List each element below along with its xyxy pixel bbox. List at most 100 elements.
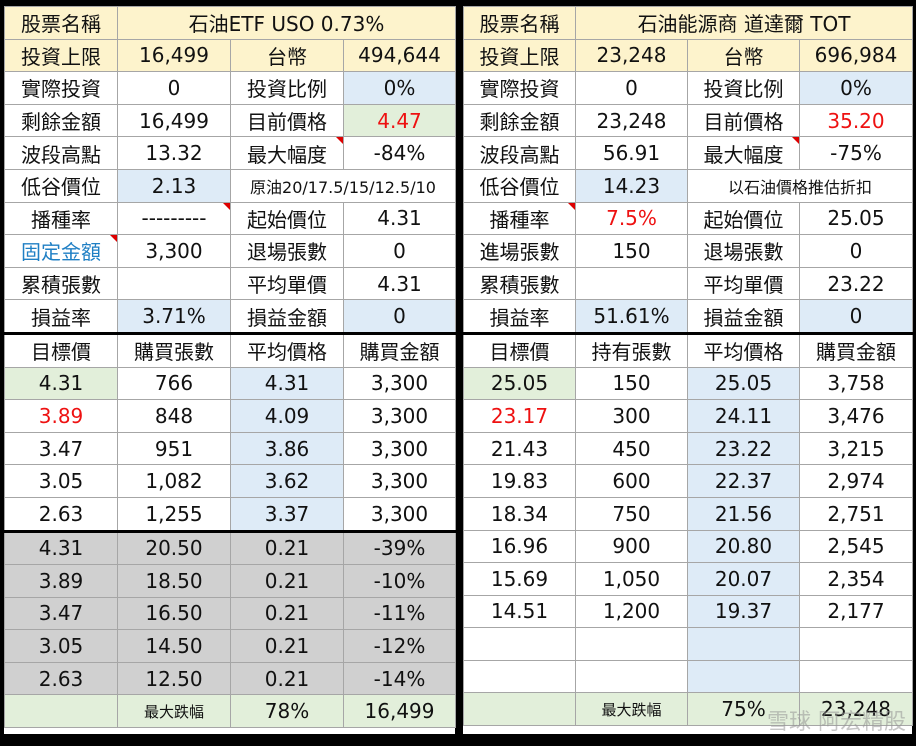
current-price: 4.47 [342,103,457,138]
uso-table: 股票名稱 石油ETF USO 0.73% 投資上限 16,499 台幣 494,… [4,6,457,729]
shares: 450 [575,431,688,466]
avg-price: 3.62 [230,464,344,498]
target-price [463,627,576,661]
table-row: 21.43 450 23.22 3,215 [463,431,914,466]
amount: 3,215 [798,431,914,466]
gray-cell: 0.21 [230,529,344,566]
value-cell: 16,499 [117,38,231,73]
target-price: 25.05 [463,366,576,401]
amount: 2,751 [798,496,914,531]
tot-panel: 股票名稱 石油能源商 道達爾 TOT 投資上限 23,248 台幣 696,98… [463,6,914,734]
target-price: 3.89 [4,399,118,433]
shares: 1,082 [117,464,231,498]
label-cell: 起始價位 [230,201,344,236]
table-row: 累積張數 平均單價 23.22 [463,266,914,301]
avg-price [687,627,800,661]
avg-price: 4.09 [230,399,344,433]
table-row: 18.34 750 21.56 2,751 [463,496,914,531]
label-cell: 目前價格 [230,103,344,138]
table-row [463,627,914,661]
table-row: 3.47 951 3.86 3,300 [4,431,457,466]
gray-cell: 12.50 [117,661,231,696]
amount: 3,300 [342,464,457,498]
label-cell: 實際投資 [4,71,118,105]
table-row: 19.83 600 22.37 2,974 [463,464,914,498]
gray-cell: -14% [342,661,457,696]
gray-cell: 0.21 [230,564,344,598]
max-drop-amount: 23,248 [798,692,914,727]
footer-empty [463,692,576,727]
avg-price: 25.05 [687,366,800,401]
target-price: 2.63 [4,496,118,532]
table-row: 損益率 3.71% 損益金額 0 [4,299,457,334]
label-cell: 最大幅度 [687,136,800,170]
gray-cell: 0.21 [230,596,344,631]
amount: 3,300 [342,496,457,532]
value-cell: 0 [575,71,688,105]
shares: 900 [575,529,688,564]
column-header: 平均價格 [230,331,344,368]
label-cell: 台幣 [230,38,344,73]
table-row: 25.05 150 25.05 3,758 [463,366,914,401]
table-row: 實際投資 0 投資比例 0% [4,71,457,105]
table-row: 4.31 766 4.31 3,300 [4,366,457,401]
amount: 3,758 [798,366,914,401]
shares: 1,050 [575,562,688,596]
label-cell: 波段高點 [463,136,576,170]
target-price: 3.05 [4,464,118,498]
label-cell: 累積張數 [4,266,118,301]
value-cell: 150 [575,234,688,268]
target-price: 4.31 [4,366,118,401]
label-cell: 播種率 [4,201,118,236]
avg-price: 20.07 [687,562,800,596]
max-drop-percent: 75% [687,692,800,727]
target-price: 21.43 [463,431,576,466]
value-cell: 0 [342,299,457,334]
table-row: 固定金額 3,300 退場張數 0 [4,234,457,268]
max-drop-label: 最大跌幅 [117,694,231,729]
amount: 3,476 [798,399,914,433]
amount: 2,974 [798,464,914,498]
table-row: 股票名稱 石油ETF USO 0.73% [4,6,457,40]
table-row: 低谷價位 2.13 原油20/17.5/15/12.5/10 [4,168,457,203]
gray-cell: 0.21 [230,629,344,663]
table-row: 剩餘金額 16,499 目前價格 4.47 [4,103,457,138]
label-cell: 台幣 [687,38,800,73]
table-row: 投資上限 16,499 台幣 494,644 [4,38,457,73]
shares: 150 [575,366,688,401]
shares: 1,255 [117,496,231,532]
shares: 300 [575,399,688,433]
table-row: 3.05 1,082 3.62 3,300 [4,464,457,498]
label-cell: 平均單價 [230,266,344,301]
footer-empty [4,694,118,729]
value-cell: 23,248 [575,38,688,73]
max-drop-label: 最大跌幅 [575,692,688,727]
avg-price: 3.86 [230,431,344,466]
table-row: 3.89 18.50 0.21 -10% [4,564,457,598]
avg-price: 4.31 [230,366,344,401]
value-cell: 0% [342,71,457,105]
value-cell: -84% [342,136,457,170]
value-cell: 2.13 [117,168,231,203]
gray-cell: -11% [342,596,457,631]
value-cell: 696,984 [798,38,914,73]
table-row [463,659,914,694]
target-price: 14.51 [463,594,576,629]
table-row: 14.51 1,200 19.37 2,177 [463,594,914,629]
label-cell: 平均單價 [687,266,800,301]
label-cell: 低谷價位 [4,168,118,203]
label-cell: 固定金額 [4,234,118,268]
note-cell: 以石油價格推估折扣 [686,168,914,203]
label-cell: 投資比例 [230,71,344,105]
label-cell: 投資比例 [687,71,800,105]
gray-cell: -10% [342,564,457,598]
stock-name: 石油ETF USO 0.73% [116,6,457,40]
uso-panel: 股票名稱 石油ETF USO 0.73% 投資上限 16,499 台幣 494,… [4,6,457,734]
target-price: 16.96 [463,529,576,564]
shares [575,659,688,694]
column-header: 購買張數 [117,331,231,368]
avg-price: 24.11 [687,399,800,433]
table-row: 投資上限 23,248 台幣 696,984 [463,38,914,73]
gray-cell: 2.63 [4,661,118,696]
value-cell: 0% [798,71,914,105]
